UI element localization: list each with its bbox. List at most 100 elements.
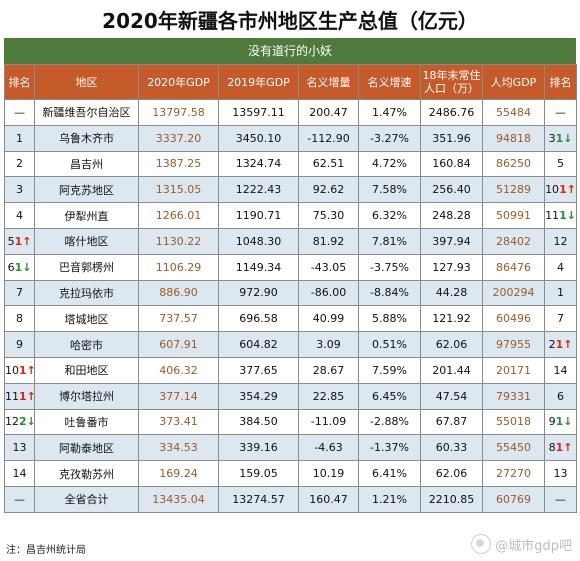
gdp-2020-cell-value: 1315.05 xyxy=(155,183,202,197)
gdp-2020-cell: 3337.20 xyxy=(138,124,219,152)
growth-cell-value: 7.58% xyxy=(372,183,407,197)
growth-cell-value: 1.47% xyxy=(372,105,407,119)
region-cell-value: 全省合计 xyxy=(64,493,109,507)
gdp-2019-cell: 696.58 xyxy=(218,305,299,333)
increase-cell: 200.47 xyxy=(298,99,359,126)
header-gdp-2020: 2020年GDP xyxy=(138,64,219,100)
gdp-2020-cell-value: 1106.29 xyxy=(155,260,202,274)
per-capita-rank-cell-value: 12 xyxy=(553,234,568,248)
rank-change-value: 1 xyxy=(555,131,564,145)
gdp-2019-cell-value: 377.65 xyxy=(239,363,278,377)
growth-cell-value: 7.81% xyxy=(372,234,407,248)
table-row: 2 昌吉州 1387.25 1324.74 62.51 4.72% 160.84 86250 5 xyxy=(4,150,577,178)
population-cell: 67.87 xyxy=(420,408,483,436)
gdp-2020-cell: 1387.25 xyxy=(138,150,219,178)
arrow-up-icon: ↑ xyxy=(563,441,573,455)
rank-change-value: 1 xyxy=(555,415,564,429)
growth-cell-value: 6.32% xyxy=(372,209,407,223)
rank-cell-value: 11 xyxy=(5,389,19,403)
table-row: 4 伊犁州直 1266.01 1190.71 75.30 6.32% 248.28 50991… xyxy=(4,202,577,229)
header-rank: 排名 xyxy=(4,64,35,100)
population-cell-value: 60.33 xyxy=(435,441,468,455)
population-cell: 60.33 xyxy=(420,434,483,462)
population-cell-value: 44.28 xyxy=(435,286,468,300)
watermark-logo-icon xyxy=(471,534,492,554)
population-cell-value: 127.93 xyxy=(432,260,471,274)
gdp-2020-cell-value: 169.24 xyxy=(159,467,198,481)
population-cell-value: 160.84 xyxy=(432,157,471,171)
per-capita-cell-value: 50991 xyxy=(496,209,531,223)
increase-cell-value: 92.62 xyxy=(312,183,345,197)
growth-cell-value: 1.21% xyxy=(372,492,407,506)
table-row: 111↑ 博尔塔拉州 377.14 354.29 22.85 6.45% 47.54 7933… xyxy=(4,382,577,410)
growth-cell: 6.45% xyxy=(358,382,421,410)
gdp-2019-cell-value: 1149.34 xyxy=(235,260,282,274)
region-cell-value: 哈密市 xyxy=(70,338,103,352)
per-capita-cell: 50991 xyxy=(482,202,545,229)
population-cell: 397.94 xyxy=(420,227,483,255)
growth-cell: 4.72% xyxy=(358,150,421,178)
arrow-down-icon: ↓ xyxy=(563,131,573,145)
per-capita-cell: 20171 xyxy=(482,356,545,384)
per-capita-rank-cell: 31↓ xyxy=(544,124,577,152)
region-cell: 克孜勒苏州 xyxy=(34,460,139,487)
per-capita-rank-cell: 7 xyxy=(544,305,577,333)
increase-cell-value: -43.05 xyxy=(310,260,347,274)
rank-change-value: 2 xyxy=(19,415,27,429)
rank-change-value: 1 xyxy=(559,183,567,197)
rank-cell-value: 3 xyxy=(16,183,23,197)
region-cell: 阿克苏地区 xyxy=(34,176,139,204)
source-note: 注：昌吉州统计局 xyxy=(6,545,86,556)
population-cell-value: 2486.76 xyxy=(428,105,475,119)
gdp-2019-cell-value: 1190.71 xyxy=(235,209,282,223)
per-capita-rank-cell-value: 7 xyxy=(557,312,564,326)
arrow-up-icon: ↑ xyxy=(563,338,573,352)
gdp-2019-cell-value: 3450.10 xyxy=(235,131,282,145)
population-cell: 127.93 xyxy=(420,253,483,281)
per-capita-cell-value: 27270 xyxy=(496,467,531,481)
gdp-2019-cell: 1324.74 xyxy=(218,150,299,178)
table-row: — 全省合计 13435.04 13274.57 160.47 1.21% 2210.85 6… xyxy=(4,485,577,513)
per-capita-rank-cell-value: 13 xyxy=(553,467,568,481)
per-capita-rank-cell-value: — xyxy=(555,105,566,119)
per-capita-rank-cell: 101↑ xyxy=(544,176,577,204)
per-capita-rank-cell-value: 4 xyxy=(557,260,564,274)
growth-cell-value: 6.41% xyxy=(372,467,407,481)
gdp-2020-cell: 169.24 xyxy=(138,460,219,487)
region-cell-value: 吐鲁番市 xyxy=(64,415,109,429)
rank-change-value: 1 xyxy=(19,389,27,403)
rank-cell-value: 10 xyxy=(5,363,19,377)
region-cell: 昌吉州 xyxy=(34,150,139,178)
table-row: 14 克孜勒苏州 169.24 159.05 10.19 6.41% 62.06 27270 1… xyxy=(4,460,577,487)
gdp-2020-cell-value: 886.90 xyxy=(159,286,198,300)
gdp-2020-cell: 1130.22 xyxy=(138,227,219,255)
rank-cell-value: 4 xyxy=(16,209,23,223)
region-cell: 哈密市 xyxy=(34,331,139,358)
region-cell: 和田地区 xyxy=(34,356,139,384)
gdp-table-panel: 2020年新疆各市州地区生产总值（亿元） 没有道行的小妖 排名 地区 2020年… xyxy=(4,4,577,513)
per-capita-cell: 79331 xyxy=(482,382,545,410)
increase-cell-value: 10.19 xyxy=(312,467,345,481)
gdp-2020-cell-value: 3337.20 xyxy=(155,131,202,145)
region-cell: 塔城地区 xyxy=(34,305,139,333)
region-cell: 新疆维吾尔自治区 xyxy=(34,99,139,126)
gdp-2020-cell-value: 373.41 xyxy=(159,415,198,429)
growth-cell: -2.88% xyxy=(358,408,421,436)
population-cell-value: 47.54 xyxy=(435,389,468,403)
arrow-up-icon: ↑ xyxy=(22,234,32,248)
gdp-2020-cell: 334.53 xyxy=(138,434,219,462)
header-per-capita-rank: 排名 xyxy=(544,64,577,100)
per-capita-rank-cell-value: 2 xyxy=(548,338,556,352)
increase-cell: 81.92 xyxy=(298,227,359,255)
region-cell-value: 新疆维吾尔自治区 xyxy=(42,106,131,120)
region-cell-value: 昌吉州 xyxy=(70,157,103,171)
gdp-2020-cell-value: 607.91 xyxy=(159,338,198,352)
gdp-2019-cell: 972.90 xyxy=(218,279,299,307)
increase-cell-value: 62.51 xyxy=(312,157,345,171)
rank-cell: 2 xyxy=(4,150,35,178)
rank-cell: — xyxy=(4,99,35,126)
increase-cell-value: -112.90 xyxy=(307,131,350,145)
per-capita-rank-cell-value: 3 xyxy=(548,131,556,145)
rank-cell-value: 2 xyxy=(16,157,23,171)
population-cell: 256.40 xyxy=(420,176,483,204)
